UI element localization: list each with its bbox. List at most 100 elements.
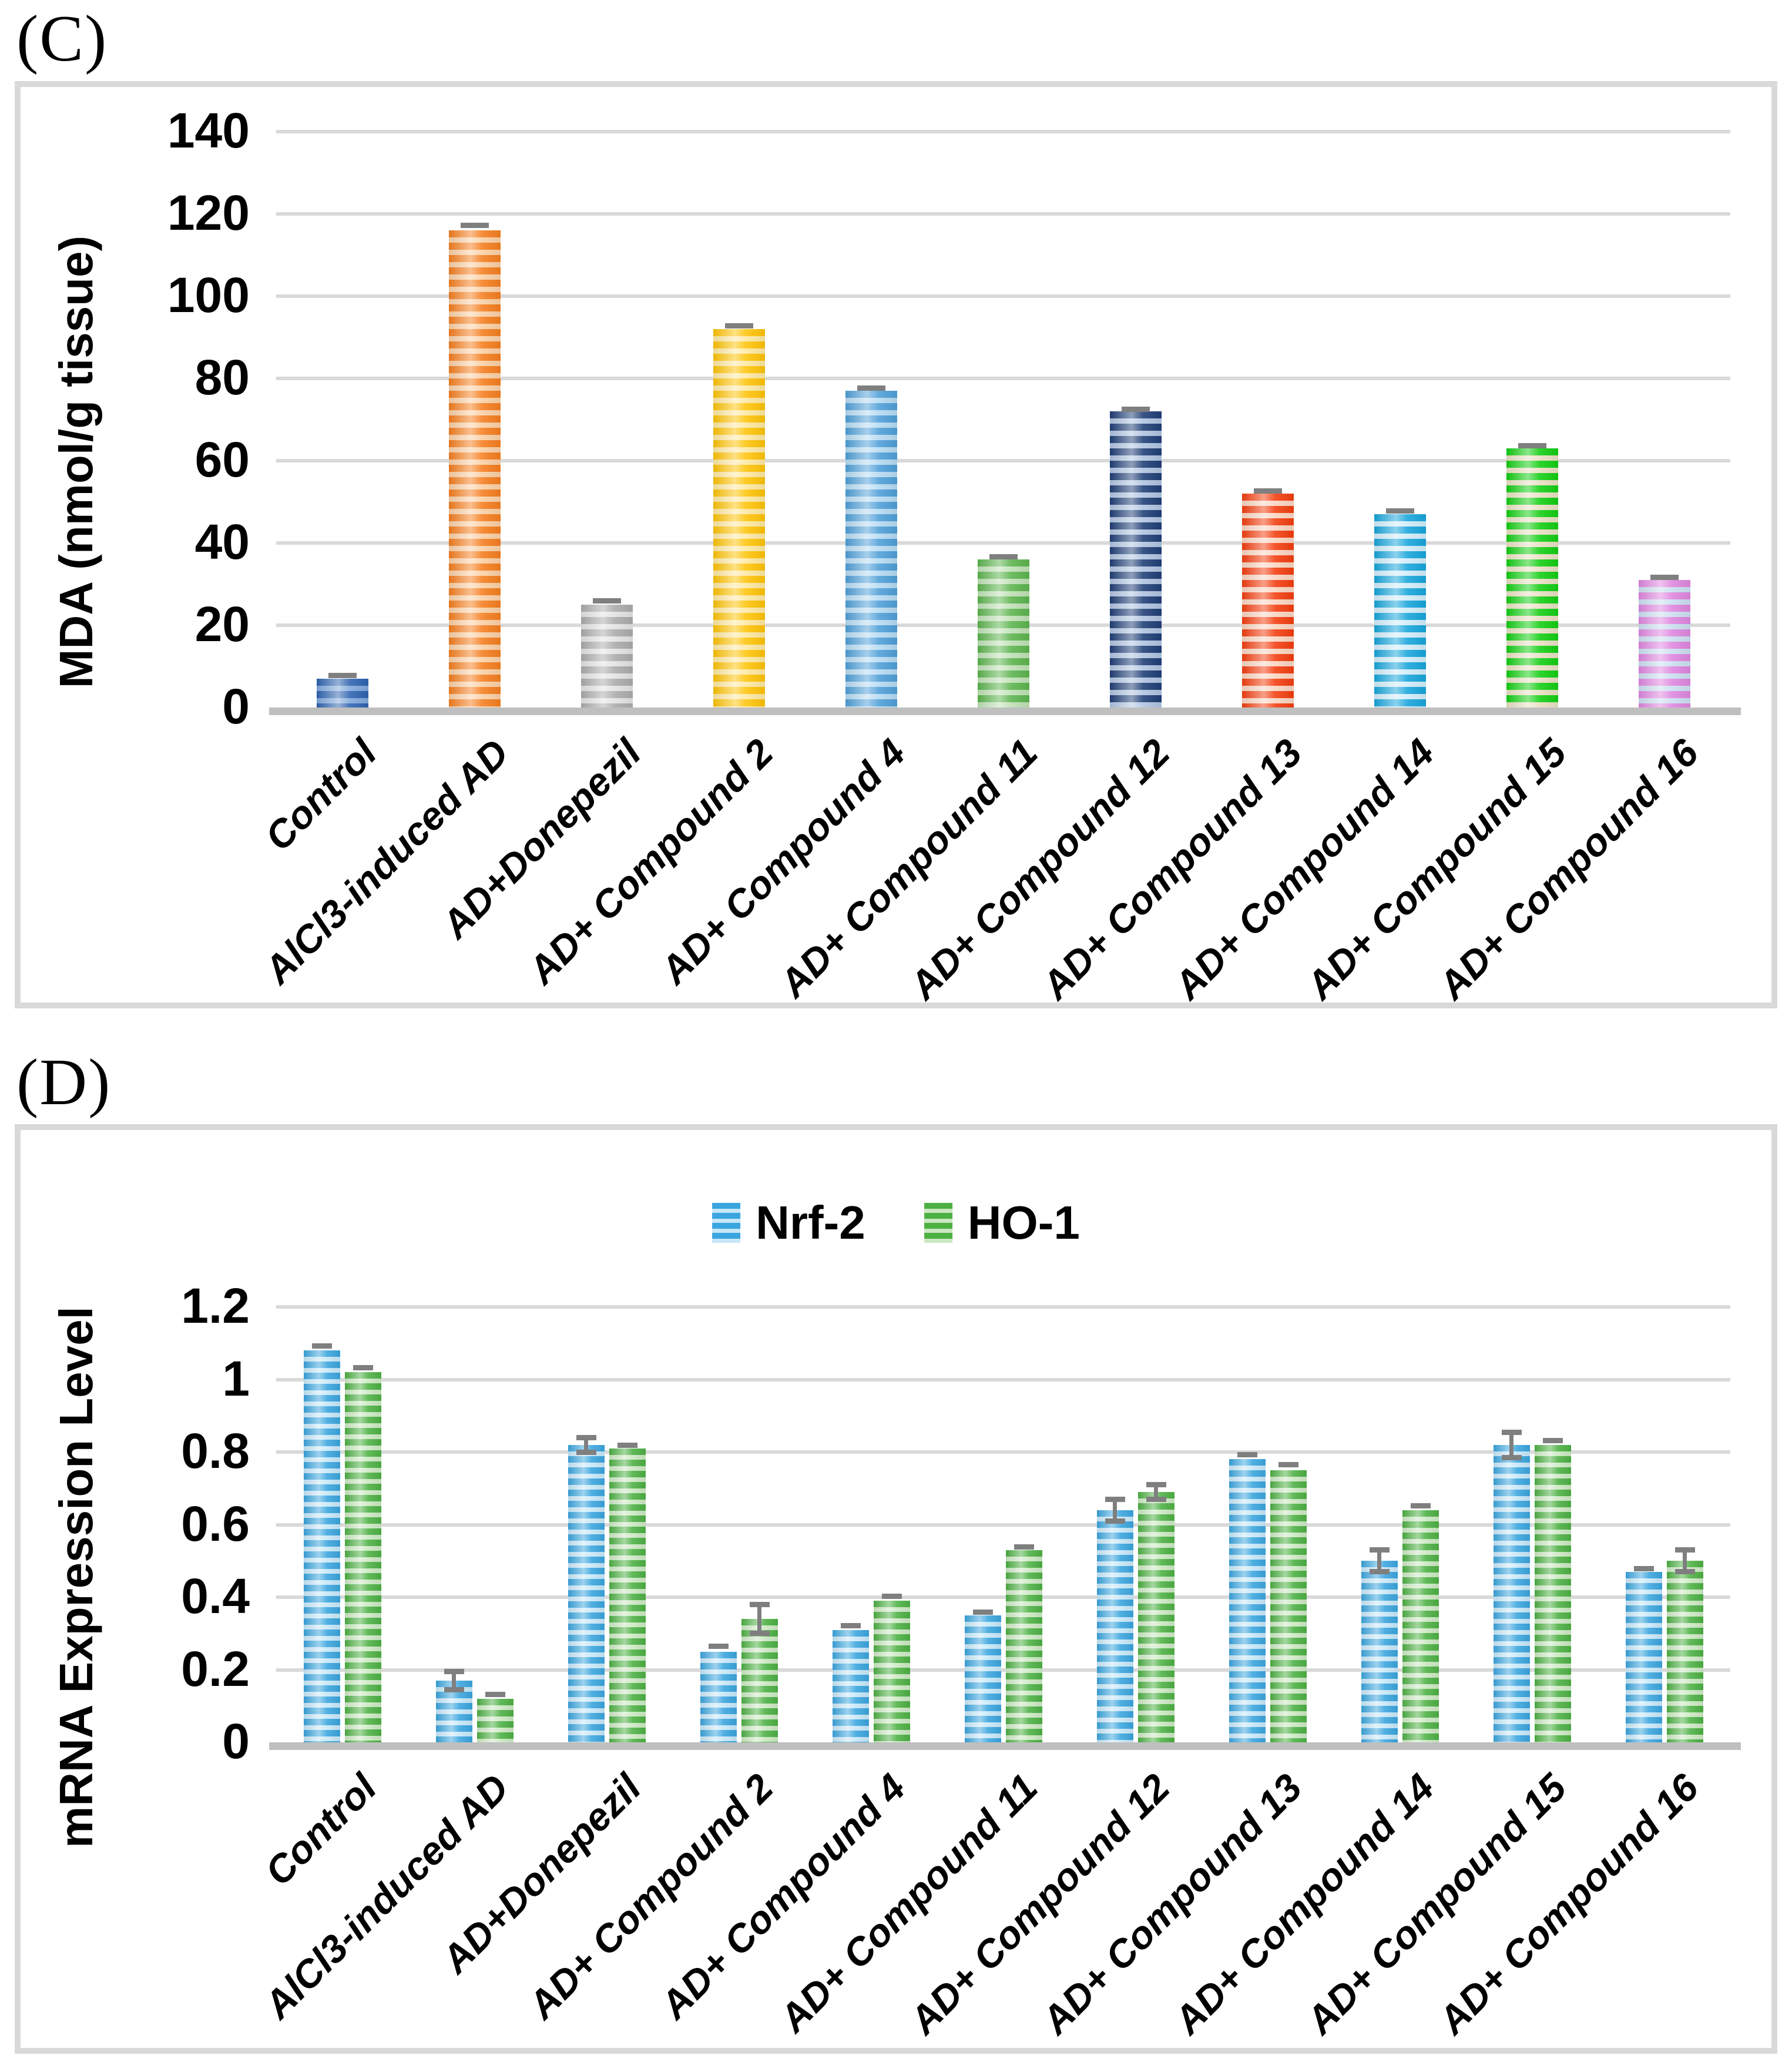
error-bar-cap xyxy=(1237,1452,1257,1458)
y-tick-label: 80 xyxy=(194,350,250,405)
legend-label: Nrf-2 xyxy=(756,1196,865,1249)
bar-control-nrf-2 xyxy=(303,1350,340,1742)
y-tick-label: 0.8 xyxy=(181,1423,250,1478)
y-tick-label: 0.6 xyxy=(181,1496,250,1551)
error-bar-cap xyxy=(972,1610,993,1615)
bar-ad-compound-13 xyxy=(1241,494,1294,708)
bar-ad-compound-16-ho-1 xyxy=(1666,1561,1703,1742)
chart-d-y-axis-title: mRNA Expression Level xyxy=(50,1306,102,1848)
legend-swatch-nrf-2 xyxy=(712,1203,741,1243)
x-axis-line xyxy=(269,1742,1741,1750)
error-bar-cap xyxy=(1253,488,1282,494)
error-bar-cap xyxy=(1385,508,1414,514)
bar-ad-compound-16-nrf-2 xyxy=(1625,1571,1662,1743)
error-bar-cap-bottom xyxy=(576,1449,596,1455)
bar-ad-compound-14-ho-1 xyxy=(1402,1510,1439,1743)
error-bar-cap-bottom xyxy=(1369,1569,1390,1575)
error-bar-cap xyxy=(485,1691,505,1697)
y-tick-label: 140 xyxy=(167,103,250,158)
gridline xyxy=(276,1450,1730,1454)
gridline xyxy=(276,459,1730,462)
bar-ad-compound-13-nrf-2 xyxy=(1229,1459,1266,1742)
error-bar-cap-top xyxy=(1369,1547,1390,1553)
bar-ad-compound-2-ho-1 xyxy=(741,1619,778,1742)
gridline xyxy=(276,1595,1730,1599)
gridline xyxy=(276,130,1730,133)
y-tick-label: 20 xyxy=(194,596,250,652)
error-bar-whisker xyxy=(1509,1432,1514,1458)
error-bar-whisker xyxy=(584,1437,588,1452)
error-bar-whisker xyxy=(1154,1484,1158,1500)
error-bar-cap xyxy=(1542,1437,1563,1443)
error-bar-cap xyxy=(881,1594,902,1600)
error-bar-whisker xyxy=(1113,1499,1117,1521)
error-bar-cap xyxy=(353,1365,373,1371)
bar-ad-donepezil-nrf-2 xyxy=(568,1444,605,1743)
y-tick-label: 0.4 xyxy=(181,1568,250,1624)
bar-ad-compound-12-ho-1 xyxy=(1137,1491,1174,1743)
error-bar-cap-top xyxy=(576,1434,596,1440)
bar-ad-compound-11-nrf-2 xyxy=(964,1615,1001,1743)
bar-ad-compound-12-nrf-2 xyxy=(1096,1510,1133,1743)
error-bar-cap xyxy=(724,323,753,328)
error-bar-cap xyxy=(1014,1544,1034,1550)
panel-d-label: (D) xyxy=(16,1046,112,1119)
bar-control-ho-1 xyxy=(344,1372,381,1742)
bar-ad-compound-14-nrf-2 xyxy=(1361,1561,1398,1742)
bar-ad-compound-4-nrf-2 xyxy=(832,1630,869,1743)
error-bar-cap xyxy=(311,1343,332,1349)
gridline xyxy=(276,377,1730,380)
bar-ad-compound-16 xyxy=(1638,580,1690,708)
error-bar-cap xyxy=(1410,1503,1431,1508)
legend-item-ho-1: HO-1 xyxy=(924,1199,1080,1246)
error-bar-cap xyxy=(617,1443,637,1449)
error-bar-cap-bottom xyxy=(749,1631,770,1637)
y-tick-label: 0 xyxy=(222,1714,250,1769)
error-bar-cap-top xyxy=(1146,1482,1166,1488)
gridline xyxy=(276,1305,1730,1309)
error-bar-whisker xyxy=(757,1604,761,1634)
bar-ad-compound-15-nrf-2 xyxy=(1493,1444,1530,1743)
legend-swatch-ho-1 xyxy=(924,1203,952,1243)
legend-label: HO-1 xyxy=(967,1196,1080,1249)
error-bar-cap-bottom xyxy=(1674,1569,1695,1575)
gridline xyxy=(276,541,1730,545)
bar-alcl3-induced-ad-ho-1 xyxy=(476,1698,514,1743)
error-bar-cap xyxy=(1278,1462,1298,1468)
error-bar-cap-top xyxy=(1105,1496,1125,1502)
y-tick-label: 120 xyxy=(167,185,250,240)
error-bar-cap xyxy=(1121,407,1150,412)
error-bar-cap xyxy=(328,672,357,678)
chart-d-plot-area: Nrf-2 HO-1 mRNA Expression Level 0 0.2 0.4 0… xyxy=(21,1130,1771,2048)
error-bar-cap xyxy=(1650,575,1679,581)
legend-item-nrf-2: Nrf-2 xyxy=(712,1199,865,1246)
bar-ad-compound-12 xyxy=(1109,411,1162,708)
chart-c-y-axis-title: MDA (nmol/g tissue) xyxy=(50,235,102,689)
error-bar-cap-top xyxy=(1501,1429,1522,1435)
bar-control xyxy=(316,679,368,708)
panel-d: Nrf-2 HO-1 mRNA Expression Level 0 0.2 0.4 0… xyxy=(15,1124,1777,2054)
error-bar-cap-top xyxy=(1674,1547,1695,1553)
error-bar-cap-bottom xyxy=(1501,1454,1522,1460)
bar-ad-compound-15 xyxy=(1506,448,1558,708)
error-bar-whisker xyxy=(1377,1550,1381,1572)
error-bar-cap-top xyxy=(749,1601,770,1607)
error-bar-cap xyxy=(840,1622,861,1628)
gridline xyxy=(276,294,1730,298)
error-bar-cap xyxy=(460,223,489,229)
bar-ad-compound-4-ho-1 xyxy=(873,1601,910,1742)
bar-ad-donepezil-ho-1 xyxy=(609,1448,646,1743)
bar-ad-compound-11 xyxy=(977,559,1029,708)
bar-ad-compound-11-ho-1 xyxy=(1005,1550,1042,1743)
gridline xyxy=(276,212,1730,216)
y-tick-label: 40 xyxy=(194,514,250,569)
error-bar-cap-bottom xyxy=(1146,1496,1166,1502)
bar-ad-donepezil xyxy=(580,605,633,708)
error-bar-cap xyxy=(989,554,1018,560)
error-bar-cap-top xyxy=(444,1669,464,1675)
bar-ad-compound-2 xyxy=(713,329,765,708)
y-tick-label: 60 xyxy=(194,432,250,487)
chart-d-legend: Nrf-2 HO-1 xyxy=(712,1199,1080,1246)
bar-ad-compound-15-ho-1 xyxy=(1534,1444,1571,1743)
bar-ad-compound-4 xyxy=(845,391,897,708)
